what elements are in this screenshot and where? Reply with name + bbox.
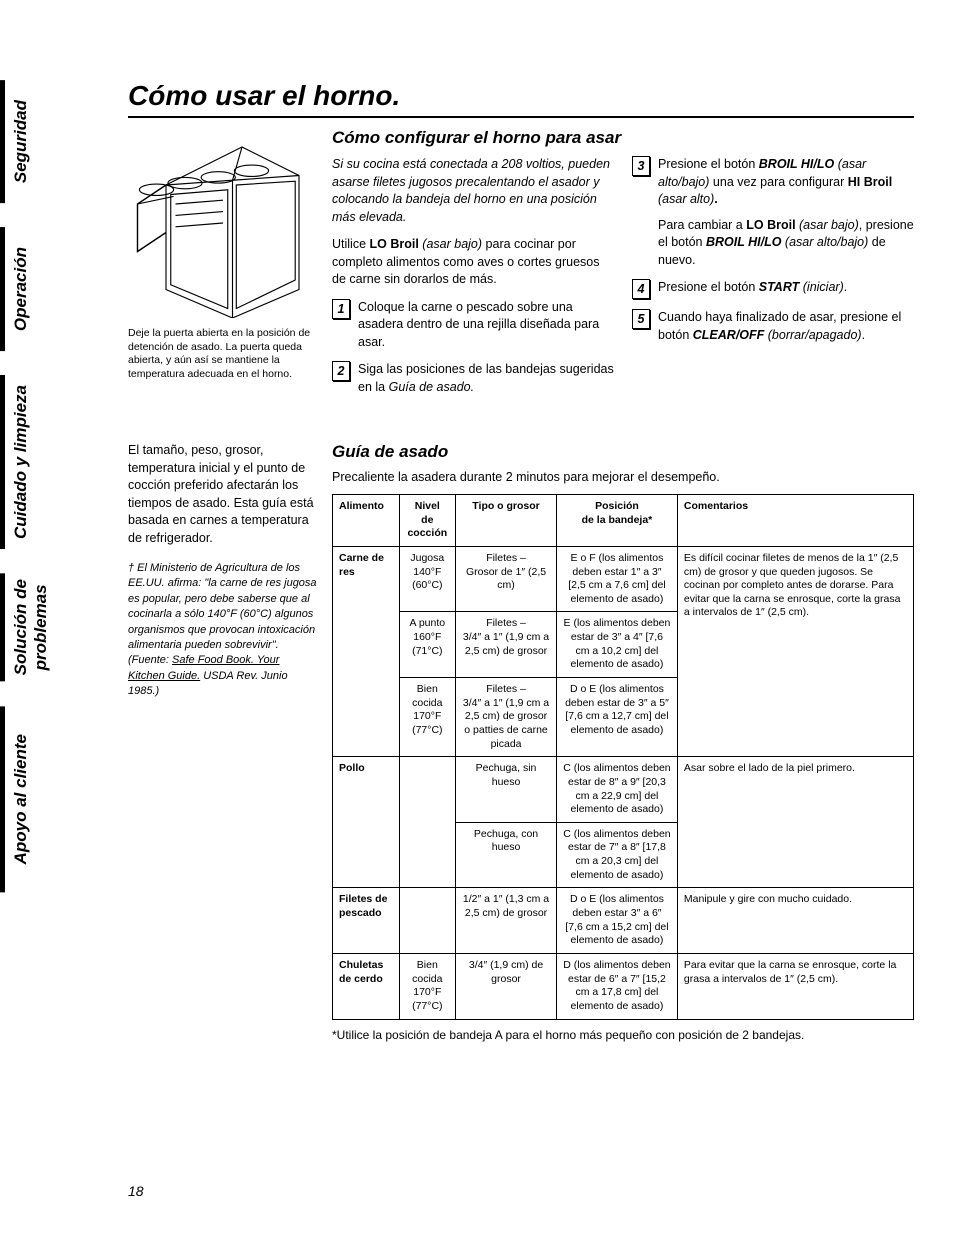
guide-main: Guía de asado Precaliente la asadera dur… <box>332 442 914 1042</box>
usda-footnote: † El Ministerio de Agricultura de los EE… <box>128 561 318 700</box>
step-4: 4 Presione el botón START (iniciar). <box>632 279 914 299</box>
oven-figure: Deje la puerta abierta en la posición de… <box>128 128 318 406</box>
tab-cuidado: Cuidado y limpieza <box>0 375 90 549</box>
step-5-text: Cuando haya finalizado de asar, presione… <box>658 309 914 344</box>
step-5: 5 Cuando haya finalizado de asar, presio… <box>632 309 914 344</box>
step-2: 2 Siga las posiciones de las bandejas su… <box>332 361 614 396</box>
tab-solucion: Solución de problemas <box>0 573 90 681</box>
table-row: Filetes de pescado 1/2″ a 1″ (1,3 cm a 2… <box>333 888 914 954</box>
guide-aside: El tamaño, peso, grosor, temperatura ini… <box>128 442 318 1042</box>
intro-208v: Si su cocina está conectada a 208 voltio… <box>332 156 614 226</box>
table-row: Carne de res Jugosa 140°F (60°C) Filetes… <box>333 546 914 612</box>
configure-text: Cómo configurar el horno para asar Si su… <box>332 128 914 406</box>
th-alimento: Alimento <box>333 495 400 547</box>
section-configure: Deje la puerta abierta en la posición de… <box>128 128 914 406</box>
preheat-note: Precaliente la asadera durante 2 minutos… <box>332 470 914 484</box>
step-4-text: Presione el botón START (iniciar). <box>658 279 914 299</box>
step-1: 1 Coloque la carne o pescado sobre una a… <box>332 299 614 352</box>
figure-caption: Deje la puerta abierta en la posición de… <box>128 327 318 382</box>
heading-guide: Guía de asado <box>332 442 914 462</box>
lo-broil-para: Utilice LO Broil (asar bajo) para cocina… <box>332 236 614 289</box>
page-content: Cómo usar el horno. <box>128 80 914 1042</box>
step-1-text: Coloque la carne o pescado sobre una asa… <box>358 299 614 352</box>
th-tipo: Tipo o grosor <box>456 495 557 547</box>
step-3: 3 Presione el botón BROIL HI/LO (asar al… <box>632 156 914 269</box>
step-num-5: 5 <box>632 309 650 329</box>
table-row: Chuletas de cerdo Bien cocida 170°F (77°… <box>333 953 914 1019</box>
heading-configure: Cómo configurar el horno para asar <box>332 128 914 148</box>
step-num-1: 1 <box>332 299 350 319</box>
step-num-3: 3 <box>632 156 650 176</box>
side-tabs: Seguridad Operación Cuidado y limpieza S… <box>0 80 90 892</box>
step-2-text: Siga las posiciones de las bandejas suge… <box>358 361 614 396</box>
step-num-2: 2 <box>332 361 350 381</box>
th-comentarios: Comentarios <box>677 495 913 547</box>
table-row: Pollo Pechuga, sin hueso C (los alimento… <box>333 757 914 823</box>
table-header-row: Alimento Nivel de cocción Tipo o grosor … <box>333 495 914 547</box>
step-3-text: Presione el botón BROIL HI/LO (asar alto… <box>658 156 914 269</box>
aside-text: El tamaño, peso, grosor, temperatura ini… <box>128 442 318 547</box>
step-num-4: 4 <box>632 279 650 299</box>
page-number: 18 <box>128 1183 144 1199</box>
col-right: 3 Presione el botón BROIL HI/LO (asar al… <box>632 156 914 406</box>
th-nivel: Nivel de cocción <box>399 495 456 547</box>
broil-guide-table: Alimento Nivel de cocción Tipo o grosor … <box>332 494 914 1020</box>
th-posicion: Posición de la bandeja* <box>557 495 678 547</box>
section-guide: El tamaño, peso, grosor, temperatura ini… <box>128 442 914 1042</box>
page-title: Cómo usar el horno. <box>128 80 914 118</box>
oven-illustration <box>128 128 318 318</box>
tab-operacion: Operación <box>0 227 90 351</box>
col-left: Si su cocina está conectada a 208 voltio… <box>332 156 614 406</box>
tab-apoyo: Apoyo al cliente <box>0 706 90 892</box>
table-footnote: *Utilice la posición de bandeja A para e… <box>332 1028 914 1042</box>
tab-seguridad: Seguridad <box>0 80 90 203</box>
